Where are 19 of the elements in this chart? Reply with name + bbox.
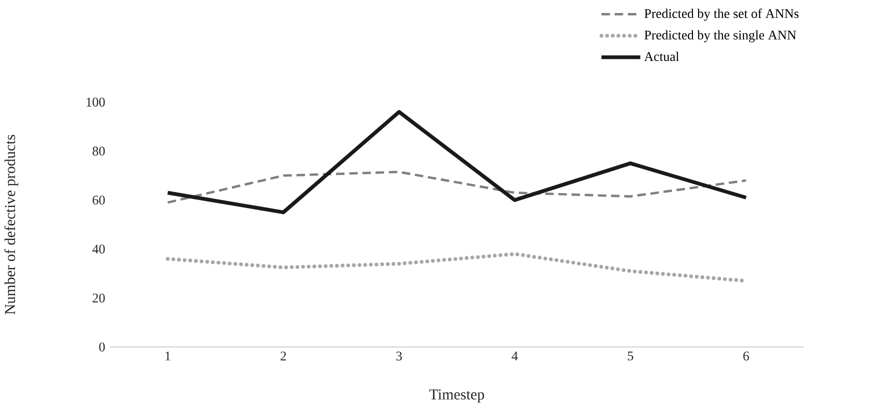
y-tick-label: 100 [86, 98, 105, 107]
y-axis-title: Number of defective products [4, 134, 18, 314]
line-series [166, 110, 748, 214]
x-tick-label: 3 [396, 352, 402, 360]
legend-label: Predicted by the set of ANNs [644, 8, 799, 21]
x-tick-label: 1 [166, 352, 170, 360]
y-tick-label: 80 [92, 146, 105, 156]
y-tick-label: 20 [92, 294, 105, 302]
line-series [166, 170, 748, 204]
x-axis-title: Timestep [429, 389, 484, 403]
x-tick-label: 6 [743, 352, 749, 360]
y-tick-label: 40 [92, 244, 105, 254]
y-tick-label: 60 [92, 196, 105, 205]
x-tick-label: 4 [512, 352, 518, 360]
y-tick-label: 0 [99, 342, 105, 352]
x-tick-label: 2 [280, 352, 286, 360]
x-tick-label: 5 [628, 352, 634, 360]
legend-label: Predicted by the single ANN [644, 30, 796, 42]
legend-label: Actual [644, 52, 679, 61]
